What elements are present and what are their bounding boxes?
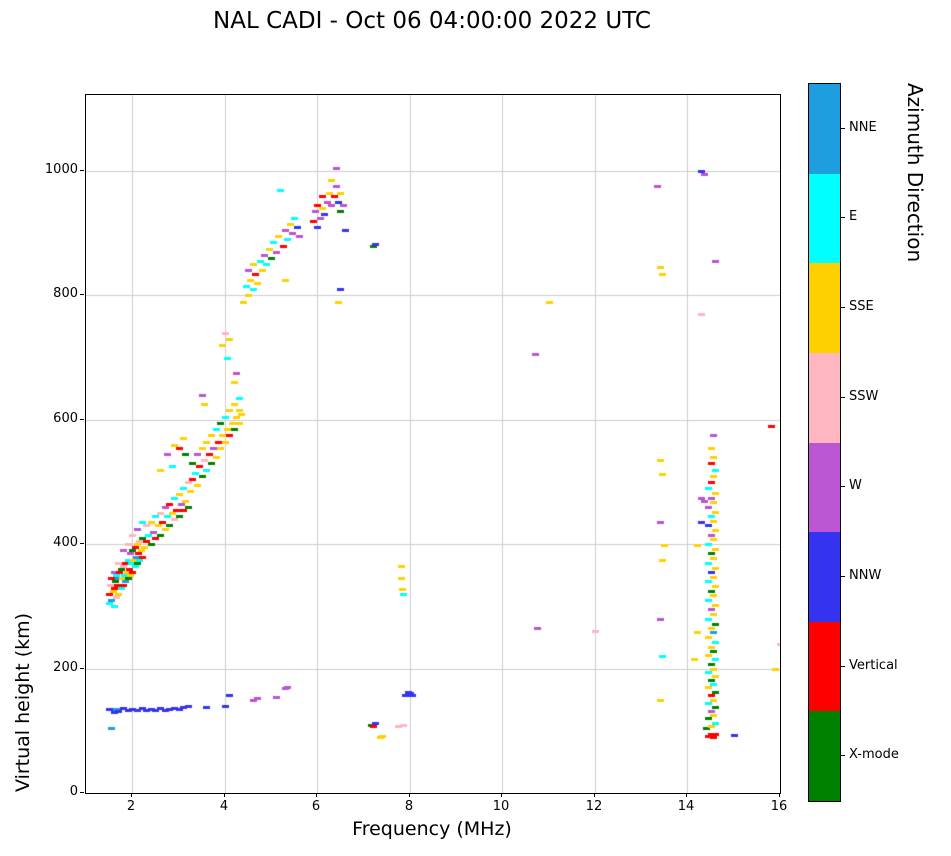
colorbar-title: Azimuth Direction: [903, 83, 927, 263]
legend-label-vertical: Vertical: [849, 658, 898, 673]
legend-tick: [841, 486, 845, 487]
legend-segment-e: [809, 173, 840, 264]
legend-label-w: W: [849, 478, 862, 493]
x-tick-label: 6: [311, 799, 321, 814]
legend-tick: [841, 666, 845, 667]
chart-title: NAL CADI - Oct 06 04:00:00 2022 UTC: [213, 8, 651, 34]
y-tick-label: 400: [53, 535, 78, 550]
legend-segment-nnw: [809, 532, 840, 622]
y-tick-label: 600: [53, 411, 78, 426]
legend-tick: [841, 397, 845, 398]
legend-label-nnw: NNW: [849, 568, 882, 583]
legend-tick: [841, 576, 845, 577]
legend-segment-nne: [809, 84, 840, 174]
colorbar: [808, 83, 841, 802]
legend-segment-vertical: [809, 621, 840, 712]
x-tick-label: 4: [219, 799, 229, 814]
x-tick-label: 2: [126, 799, 136, 814]
y-tick: [80, 419, 84, 420]
x-tick-label: 14: [677, 799, 695, 814]
legend-tick: [841, 128, 845, 129]
y-tick: [80, 294, 84, 295]
legend-tick: [841, 307, 845, 308]
x-tick: [594, 793, 595, 797]
x-tick-label: 10: [492, 799, 510, 814]
x-tick: [686, 793, 687, 797]
x-tick: [409, 793, 410, 797]
legend-segment-x-mode: [809, 711, 840, 801]
azimuth-legend: NNE E SSE SSW W NNW Vertical X-mode: [808, 83, 948, 802]
x-tick-label: 16: [770, 799, 788, 814]
legend-segment-sse: [809, 263, 840, 353]
x-tick: [316, 793, 317, 797]
y-axis-label: Virtual height (km): [12, 612, 34, 792]
legend-label-x-mode: X-mode: [849, 747, 899, 762]
x-tick: [501, 793, 502, 797]
x-tick: [779, 793, 780, 797]
legend-segment-w: [809, 442, 840, 533]
y-tick-label: 1000: [44, 162, 78, 177]
y-tick: [80, 170, 84, 171]
legend-label-ssw: SSW: [849, 389, 879, 404]
x-tick-label: 12: [585, 799, 603, 814]
y-tick: [80, 668, 84, 669]
y-tick: [80, 792, 84, 793]
legend-tick: [841, 755, 845, 756]
x-axis-label: Frequency (MHz): [352, 818, 512, 840]
y-tick-label: 200: [53, 660, 78, 675]
y-tick-label: 800: [53, 286, 78, 301]
x-tick-label: 8: [404, 799, 414, 814]
y-tick-label: 0: [69, 784, 78, 799]
legend-label-nne: NNE: [849, 120, 877, 135]
legend-label-e: E: [849, 209, 858, 224]
y-tick: [80, 543, 84, 544]
x-tick: [131, 793, 132, 797]
x-tick: [224, 793, 225, 797]
legend-tick: [841, 217, 845, 218]
legend-segment-ssw: [809, 352, 840, 443]
scatter-canvas: [86, 95, 780, 793]
plot-area: [85, 94, 781, 794]
legend-label-sse: SSE: [849, 299, 874, 314]
